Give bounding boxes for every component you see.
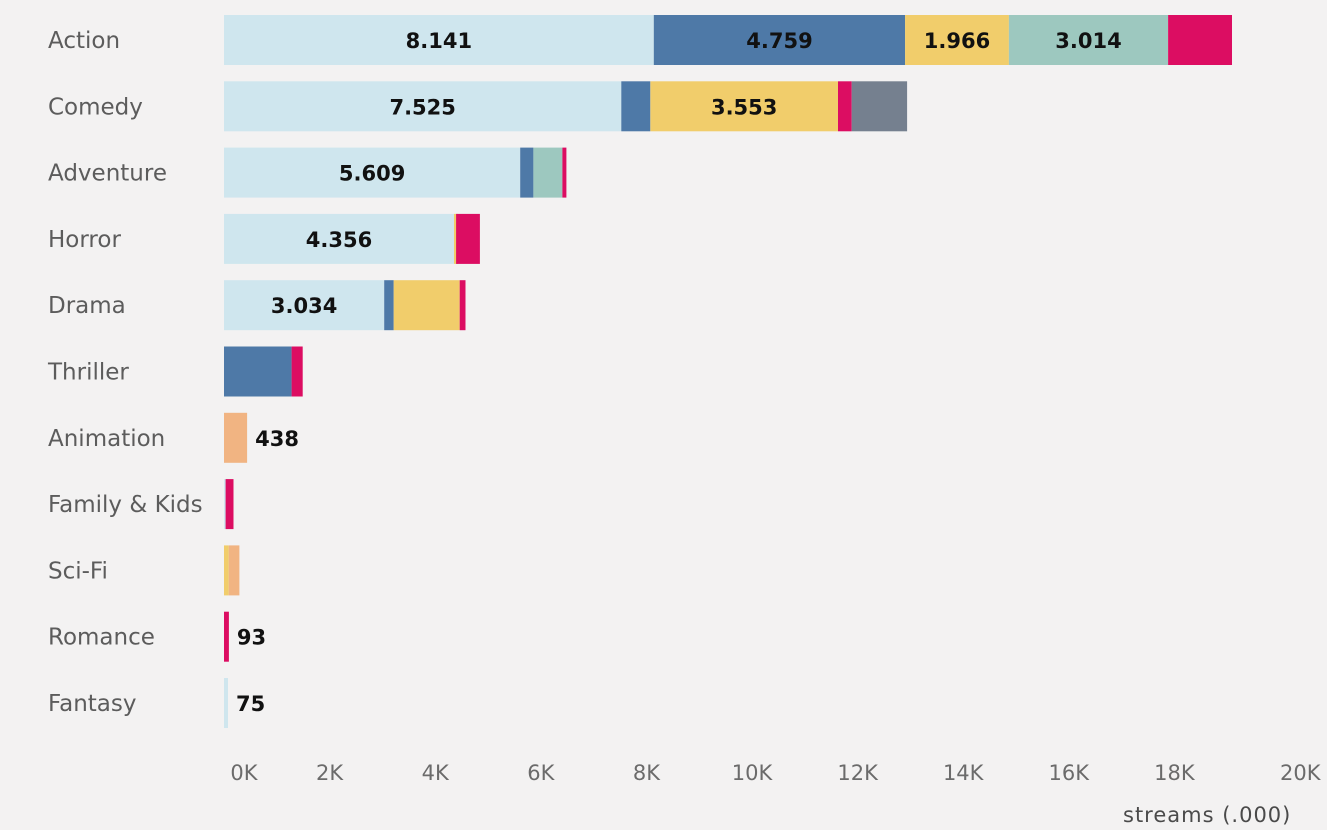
category-label-drama: Drama: [48, 293, 126, 319]
data-label-horror-0: 4.356: [306, 228, 372, 252]
bar-segment-adventure-5: [562, 147, 567, 198]
data-label-animation-4: 438: [255, 427, 299, 451]
bar-segment-comedy-6: [851, 81, 908, 132]
x-axis-title: streams (.000): [1123, 803, 1291, 827]
category-label-action: Action: [48, 28, 120, 54]
x-tick-label: 2K: [316, 761, 344, 785]
category-label-sci-fi: Sci-Fi: [48, 558, 108, 584]
bar-segment-action-2: [905, 15, 1009, 65]
data-label-action-2: 1.966: [924, 29, 990, 53]
category-labels: Action Comedy Adventure Horror Drama Thriller…: [47, 28, 203, 717]
bar-segment-comedy-5: [838, 81, 852, 132]
bar-segment-fantasy-0: [224, 678, 228, 728]
bar-segment-horror-5: [456, 213, 480, 264]
bar-segment-adventure-1: [520, 147, 534, 198]
data-label-action-0: 8.141: [406, 29, 472, 53]
bar-segment-drama-1: [384, 280, 394, 331]
x-tick-label: 6K: [527, 761, 555, 785]
bar-segment-comedy-1: [621, 81, 651, 132]
data-label-comedy-2: 3.553: [711, 95, 777, 119]
bar-segment-sci-fi-2: [224, 545, 229, 596]
category-label-comedy: Comedy: [48, 94, 143, 120]
category-label-animation: Animation: [48, 426, 165, 452]
data-label-fantasy-0: 75: [236, 692, 265, 716]
bar-segment-action-1: [653, 15, 906, 65]
x-tick-label: 16K: [1049, 761, 1091, 785]
bar-segment-drama-0: [224, 280, 385, 331]
data-label-adventure-0: 5.609: [339, 162, 405, 186]
data-labels: 8.141 4.759 1.966 3.014 7.525 3.553 5.609 4.356…: [236, 29, 1122, 716]
bar-segment-family-and-kids-5: [225, 479, 234, 530]
x-tick-label: 8K: [633, 761, 661, 785]
bar-segment-thriller-1: [224, 346, 292, 397]
x-tick-label: 12K: [837, 761, 879, 785]
bar-segment-horror-0: [224, 213, 454, 264]
x-tick-label: 14K: [943, 761, 985, 785]
bar-segment-romance-5: [224, 611, 229, 662]
x-tick-label: 20K: [1280, 761, 1322, 785]
bar-segment-adventure-3: [533, 147, 563, 198]
category-label-fantasy: Fantasy: [48, 691, 137, 717]
data-label-romance-5: 93: [237, 626, 266, 650]
bar-segment-comedy-2: [650, 81, 838, 132]
category-label-thriller: Thriller: [47, 360, 129, 386]
bar-segment-comedy-0: [224, 81, 622, 132]
category-label-romance: Romance: [48, 625, 155, 651]
bar-segment-adventure-0: [224, 147, 521, 198]
x-axis: 0K 2K 4K 6K 8K 10K 12K 14K 16K 18K 20K: [230, 761, 1321, 785]
bar-segment-horror-2: [454, 213, 458, 264]
category-label-horror: Horror: [48, 227, 121, 253]
x-tick-label: 18K: [1154, 761, 1196, 785]
bar-segments: [224, 15, 1232, 728]
bar-segment-drama-5: [459, 280, 466, 331]
data-label-comedy-0: 7.525: [389, 95, 455, 119]
x-tick-label: 4K: [422, 761, 450, 785]
data-label-drama-0: 3.034: [271, 294, 337, 318]
x-tick-label: 0K: [230, 761, 258, 785]
data-label-action-3: 3.014: [1055, 29, 1121, 53]
bar-segment-action-5: [1168, 15, 1232, 65]
bar-segment-action-0: [224, 15, 654, 65]
bar-segment-drama-2: [393, 280, 460, 331]
category-label-adventure: Adventure: [48, 161, 167, 187]
bar-segment-animation-4: [224, 412, 248, 463]
category-label-family-and-kids: Family & Kids: [48, 492, 203, 518]
bar-segment-sci-fi-4: [228, 545, 240, 596]
bar-segment-thriller-5: [291, 346, 303, 397]
bar-segment-action-3: [1008, 15, 1168, 65]
data-label-action-1: 4.759: [746, 29, 812, 53]
x-tick-label: 10K: [732, 761, 774, 785]
